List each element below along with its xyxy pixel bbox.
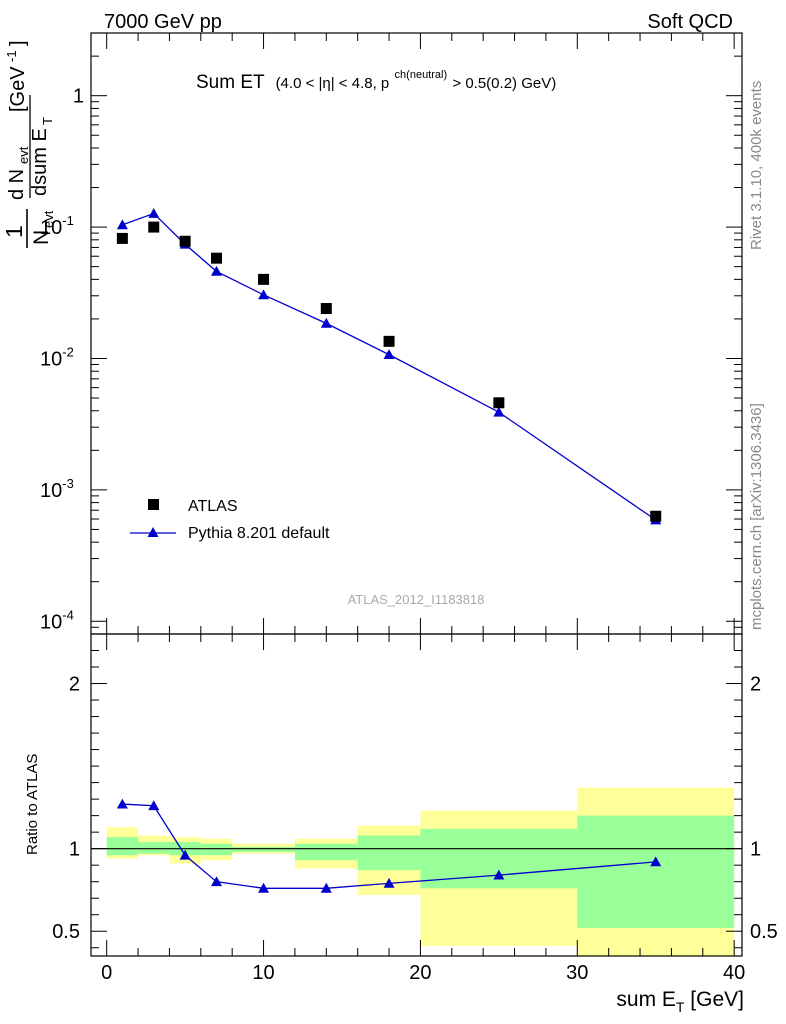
ratio-y-tick-label: 2: [69, 674, 80, 696]
ratio-y-tick-label-right: 2: [750, 674, 761, 696]
legend-pythia-label: Pythia 8.201 default: [188, 525, 330, 542]
svg-text:T: T: [40, 117, 55, 125]
atlas-point: [116, 232, 128, 244]
ratio-pythia-point: [383, 877, 395, 888]
atlas-point: [258, 273, 270, 285]
ratio-pythia-point: [650, 856, 662, 867]
svg-text:1: 1: [1, 225, 27, 238]
pythia-point: [320, 317, 332, 328]
ratio-pythia-point: [179, 849, 191, 860]
energy-label: 7000 GeV pp: [104, 11, 222, 33]
svg-text:N: N: [30, 230, 53, 245]
plot-title-main: Sum ET: [196, 72, 265, 93]
atlas-point: [179, 235, 191, 247]
svg-text:d N: d N: [6, 169, 28, 200]
pythia-point: [148, 207, 160, 218]
plot-title-sup: ch(neutral): [395, 69, 448, 81]
x-axis-label: sum ET [GeV]: [616, 988, 744, 1015]
plot-title: Sum ET (4.0 < |η| < 4.8, p ch(neutral) >…: [196, 62, 556, 93]
ratio-band-inner: [138, 842, 170, 854]
svg-text:[GeV: [GeV: [7, 66, 29, 112]
ratio-y-tick-label-right: 1: [750, 839, 761, 861]
pythia-point: [258, 289, 270, 300]
atlas-point: [210, 252, 222, 264]
x-tick-label: 40: [723, 962, 745, 984]
mcplots-label: mcplots.cern.ch [arXiv:1306.3436]: [748, 403, 765, 630]
legend: ATLAS Pythia 8.201 default: [130, 498, 330, 542]
x-tick-label: 30: [566, 962, 588, 984]
main-y-axis-label: 1 N evt d N evt dsum E T [GeV -1 ]: [1, 40, 56, 248]
atlas-point: [383, 335, 395, 347]
category-label: Soft QCD: [647, 11, 733, 33]
plot-title-detail-a: (4.0 < |η| < 4.8, p: [276, 75, 390, 92]
ratio-pythia-point: [116, 798, 128, 809]
x-tick-label: 0: [101, 962, 112, 984]
ratio-plot: 0.5 0.51 12 20 10 20 30 40: [52, 634, 778, 984]
legend-pythia-marker: [147, 527, 159, 537]
ratio-band-inner: [232, 847, 295, 852]
ratio-pythia-point: [258, 882, 270, 893]
ratio-band-inner: [577, 815, 735, 928]
ratio-y-tick-label: 0.5: [52, 921, 80, 943]
ratio-band-inner: [106, 837, 139, 856]
plot-title-detail-b: > 0.5(0.2) GeV): [452, 75, 556, 92]
legend-atlas-marker: [148, 499, 159, 510]
ratio-pythia-point: [493, 869, 505, 880]
atlas-point: [650, 510, 662, 522]
x-tick-label: 20: [409, 962, 431, 984]
main-frame: [90, 32, 743, 635]
svg-text:evt: evt: [41, 210, 56, 228]
main-y-tick-label: 1: [73, 86, 84, 108]
main-y-tick-label: 10-2: [40, 344, 74, 370]
svg-text:-1: -1: [4, 50, 19, 62]
ratio-band-inner: [357, 835, 421, 871]
ratio-pythia-point: [320, 882, 332, 893]
atlas-point: [493, 397, 505, 409]
ratio-pythia-point: [210, 876, 222, 887]
ratio-y-tick-label-right: 0.5: [750, 921, 778, 943]
svg-text:]: ]: [7, 40, 29, 46]
atlas-point: [148, 221, 160, 233]
pythia-point: [116, 219, 128, 230]
ratio-y-axis-label: Ratio to ATLAS: [24, 754, 41, 855]
main-y-tick-label: 10-4: [40, 607, 74, 633]
legend-atlas-label: ATLAS: [188, 498, 238, 515]
pythia-point: [210, 265, 222, 276]
ratio-y-tick-label: 1: [69, 839, 80, 861]
ratio-band-inner: [200, 843, 233, 856]
ratio-band-inner: [294, 843, 358, 861]
svg-text:evt: evt: [16, 146, 31, 164]
x-tick-label: 10: [252, 962, 274, 984]
main-plot: 10-4 10-3 10-2 10-1 1: [40, 32, 742, 635]
pythia-line: [122, 212, 657, 521]
svg-text:dsum E: dsum E: [29, 128, 51, 196]
ratio-pythia-point: [148, 800, 160, 811]
ratio-frame: [90, 633, 743, 957]
rivet-label: Rivet 3.1.10, 400k events: [748, 81, 765, 250]
analysis-id: ATLAS_2012_I1183818: [348, 592, 485, 607]
pythia-point: [383, 349, 395, 360]
atlas-point: [320, 303, 332, 315]
main-y-tick-label: 10-1: [40, 213, 74, 239]
pythia-point: [493, 406, 505, 417]
main-y-tick-label: 10-3: [40, 476, 74, 502]
